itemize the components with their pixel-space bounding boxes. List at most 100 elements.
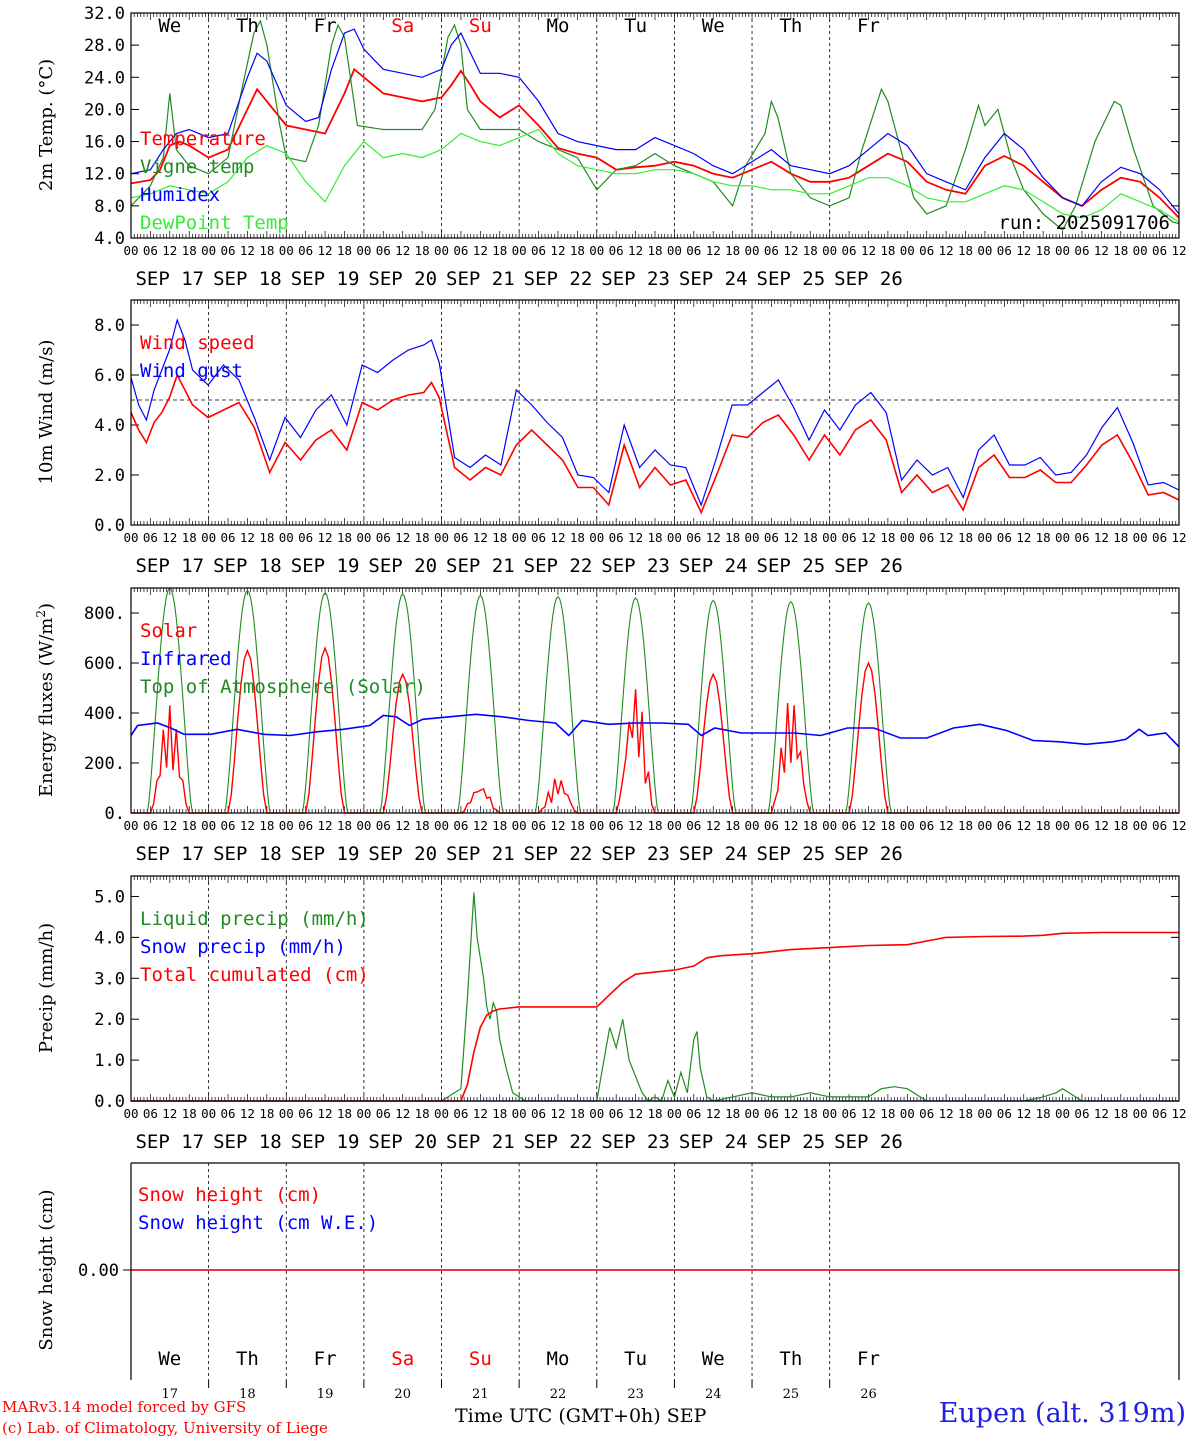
hour-tick-label: 00: [434, 530, 449, 545]
date-label: SEP 22: [524, 555, 593, 577]
date-label: SEP 24: [679, 843, 748, 865]
date-label: SEP 25: [757, 1131, 826, 1153]
hour-tick-label: 06: [376, 243, 391, 258]
credit-line-2: (c) Lab. of Climatology, University of L…: [2, 1419, 328, 1437]
hour-tick-label: 18: [803, 1106, 818, 1121]
hour-tick-label: 06: [1074, 1106, 1089, 1121]
hour-tick-label: 00: [745, 818, 760, 833]
x-minor-ticks-3: [130, 588, 1180, 813]
hour-tick-label: 12: [473, 1106, 488, 1121]
hour-tick-label: 12: [550, 818, 565, 833]
hour-tick-label: 00: [900, 818, 915, 833]
y-tick-label: 12.0: [84, 165, 125, 185]
legend-entry: Liquid precip (mm/h): [140, 908, 369, 930]
x-axis-title-text: Time UTC (GMT+0h): [455, 1405, 661, 1427]
hour-tick-label: 06: [609, 530, 624, 545]
date-label: SEP 24: [679, 1131, 748, 1153]
legend-entry: Solar: [140, 620, 197, 642]
day-of-week-label: We: [702, 15, 725, 37]
day-of-week-label: Sa: [391, 15, 414, 37]
hour-tick-label: 06: [842, 1106, 857, 1121]
series-line-wind-gust: [130, 318, 1180, 507]
hour-tick-label: 18: [415, 243, 430, 258]
hour-tick-label: 12: [162, 243, 177, 258]
hour-tick-label: 18: [958, 530, 973, 545]
hour-tick-label: 12: [1094, 818, 1109, 833]
date-label: SEP 20: [368, 843, 437, 865]
hour-tick-label: 18: [958, 243, 973, 258]
y-tick-label: 6.0: [94, 366, 125, 386]
hour-tick-label: 06: [764, 530, 779, 545]
date-label: SEP 19: [291, 843, 360, 865]
day-of-week-label: Mo: [547, 1348, 570, 1370]
hour-tick-label: 06: [298, 818, 313, 833]
hour-tick-label: 00: [667, 818, 682, 833]
hour-tick-label: 00: [201, 1106, 216, 1121]
date-label: SEP 18: [213, 268, 282, 290]
hour-tick-label: 00: [900, 530, 915, 545]
hour-tick-label: 12: [628, 1106, 643, 1121]
hour-tick-label: 18: [182, 1106, 197, 1121]
hour-tick-label: 18: [492, 818, 507, 833]
y-tick-label: 400.: [84, 704, 125, 724]
hour-tick-label: 12: [550, 530, 565, 545]
hour-tick-label: 18: [259, 818, 274, 833]
date-label: SEP 23: [601, 268, 670, 290]
legend-entry: Snow height (cm W.E.): [138, 1212, 378, 1234]
day-of-week-label: We: [158, 15, 181, 37]
day-of-week-label: Fr: [857, 15, 880, 37]
series-line-total: [131, 931, 1179, 1102]
hour-tick-label: 06: [686, 243, 701, 258]
y-tick-label: 28.0: [84, 36, 125, 56]
hour-tick-label: 12: [706, 1106, 721, 1121]
hour-tick-label: 00: [356, 1106, 371, 1121]
hour-tick-label: 00: [1133, 243, 1148, 258]
hour-tick-label: 06: [453, 530, 468, 545]
y-tick-label: 8.0: [94, 197, 125, 217]
hour-tick-label: 12: [395, 1106, 410, 1121]
y-tick-label: 200.: [84, 754, 125, 774]
hour-tick-label: 12: [395, 530, 410, 545]
day-number-label: 21: [472, 1387, 489, 1402]
hour-tick-label: 12: [550, 1106, 565, 1121]
hour-tick-label: 12: [318, 243, 333, 258]
hour-tick-label: 00: [279, 1106, 294, 1121]
hour-tick-label: 12: [783, 243, 798, 258]
hour-tick-label: 00: [123, 530, 138, 545]
day-of-week-label: Tu: [624, 1348, 647, 1370]
hour-tick-label: 00: [822, 818, 837, 833]
hour-tick-label: 18: [647, 1106, 662, 1121]
hour-tick-label: 00: [1055, 818, 1070, 833]
series-line-infrared: [130, 713, 1180, 748]
x-axis-title: Time UTC (GMT+0h) SEP: [455, 1405, 706, 1427]
hour-tick-label: 12: [1094, 530, 1109, 545]
y-tick-label: 0.0: [94, 1092, 125, 1112]
hour-tick-label: 06: [609, 1106, 624, 1121]
legend-entry: Wind speed: [140, 332, 254, 354]
date-label: SEP 26: [834, 1131, 903, 1153]
date-label: SEP 25: [757, 268, 826, 290]
date-label: SEP 26: [834, 555, 903, 577]
hour-tick-label: 18: [492, 530, 507, 545]
day-of-week-label: Th: [779, 15, 802, 37]
date-label: SEP 20: [368, 1131, 437, 1153]
hour-tick-label: 18: [1113, 818, 1128, 833]
hour-tick-label: 06: [686, 1106, 701, 1121]
hour-tick-label: 12: [1016, 243, 1031, 258]
hour-tick-label: 00: [512, 818, 527, 833]
hour-tick-label: 06: [1074, 243, 1089, 258]
hour-tick-label: 00: [1055, 243, 1070, 258]
hour-tick-label: 12: [1171, 243, 1186, 258]
day-of-week-label: Th: [236, 1348, 259, 1370]
hour-tick-label: 00: [977, 530, 992, 545]
hour-tick-label: 00: [201, 243, 216, 258]
hour-tick-label: 18: [880, 243, 895, 258]
hour-tick-label: 18: [725, 1106, 740, 1121]
date-label: SEP 17: [135, 268, 204, 290]
date-label: SEP 22: [524, 268, 593, 290]
hour-tick-label: 06: [1074, 818, 1089, 833]
day-of-week-label: Fr: [314, 15, 337, 37]
hour-tick-label: 18: [803, 818, 818, 833]
day-number-label: 22: [550, 1387, 567, 1402]
day-of-week-label: We: [702, 1348, 725, 1370]
